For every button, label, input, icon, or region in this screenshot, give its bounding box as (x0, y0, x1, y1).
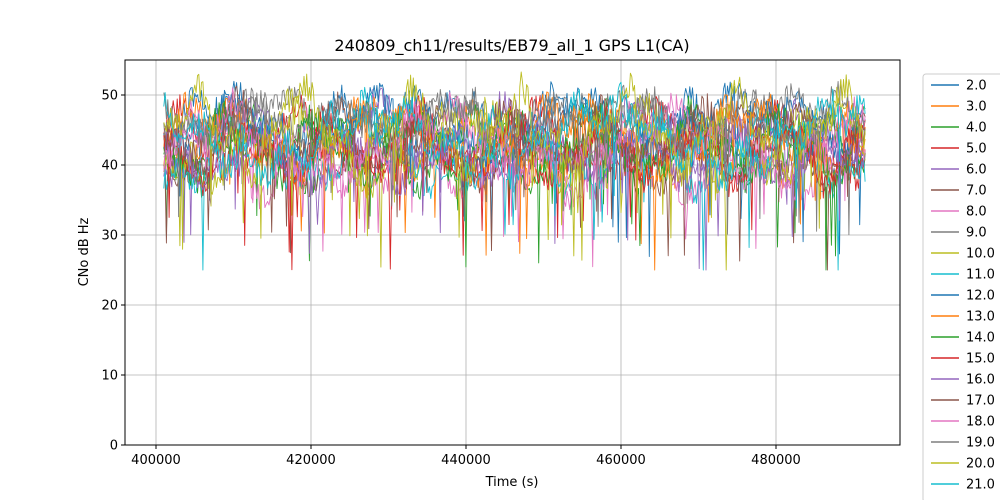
series-line-20-0 (163, 71, 866, 261)
legend-label: 12.0 (966, 289, 995, 304)
legend-label: 20.0 (966, 457, 995, 472)
x-tick-label: 440000 (441, 453, 491, 468)
legend-label: 6.0 (966, 163, 987, 178)
y-axis-label: CNo dB Hz (77, 217, 92, 286)
legend-label: 16.0 (966, 373, 995, 388)
y-tick-label: 50 (101, 89, 118, 104)
axis-ticks: 400000 420000 440000 460000 480000 0 10 20 30 40 5… (101, 89, 800, 469)
chart-title: 240809_ch11/results/EB79_all_1 GPS L1(CA… (334, 36, 689, 56)
x-tick-label: 400000 (131, 453, 181, 468)
series-line-21-0 (163, 81, 866, 248)
series-line-19-0 (163, 80, 866, 235)
legend-label: 17.0 (966, 394, 995, 409)
legend: 2.0 3.0 4.0 5.0 6.0 7.0 8.0 9.0 10.0 11.0 12.0 13.0… (922, 73, 1000, 500)
legend-label: 3.0 (966, 100, 987, 115)
plot-frame (124, 59, 901, 446)
legend-label: 19.0 (966, 436, 995, 451)
legend-label: 4.0 (966, 121, 987, 136)
legend-label: 7.0 (966, 184, 987, 199)
legend-label: 9.0 (966, 226, 987, 241)
y-tick-label: 20 (101, 299, 118, 314)
legend-label: 11.0 (966, 268, 995, 283)
legend-label: 21.0 (966, 478, 995, 493)
legend-label: 2.0 (966, 79, 987, 94)
y-tick-label: 40 (101, 159, 118, 174)
x-tick-label: 460000 (596, 453, 646, 468)
legend-label: 5.0 (966, 142, 987, 157)
legend-label: 8.0 (966, 205, 987, 220)
x-axis-label: Time (s) (485, 475, 539, 490)
legend-label: 13.0 (966, 310, 995, 325)
series-layer (163, 71, 866, 271)
y-tick-label: 0 (110, 439, 118, 454)
y-tick-label: 30 (101, 229, 118, 244)
legend-box (922, 73, 1000, 500)
x-tick-label: 420000 (286, 453, 336, 468)
x-tick-label: 480000 (751, 453, 801, 468)
legend-label: 10.0 (966, 247, 995, 262)
legend-label: 18.0 (966, 415, 995, 430)
legend-label: 15.0 (966, 352, 995, 367)
legend-label: 14.0 (966, 331, 995, 346)
y-tick-label: 10 (101, 369, 118, 384)
